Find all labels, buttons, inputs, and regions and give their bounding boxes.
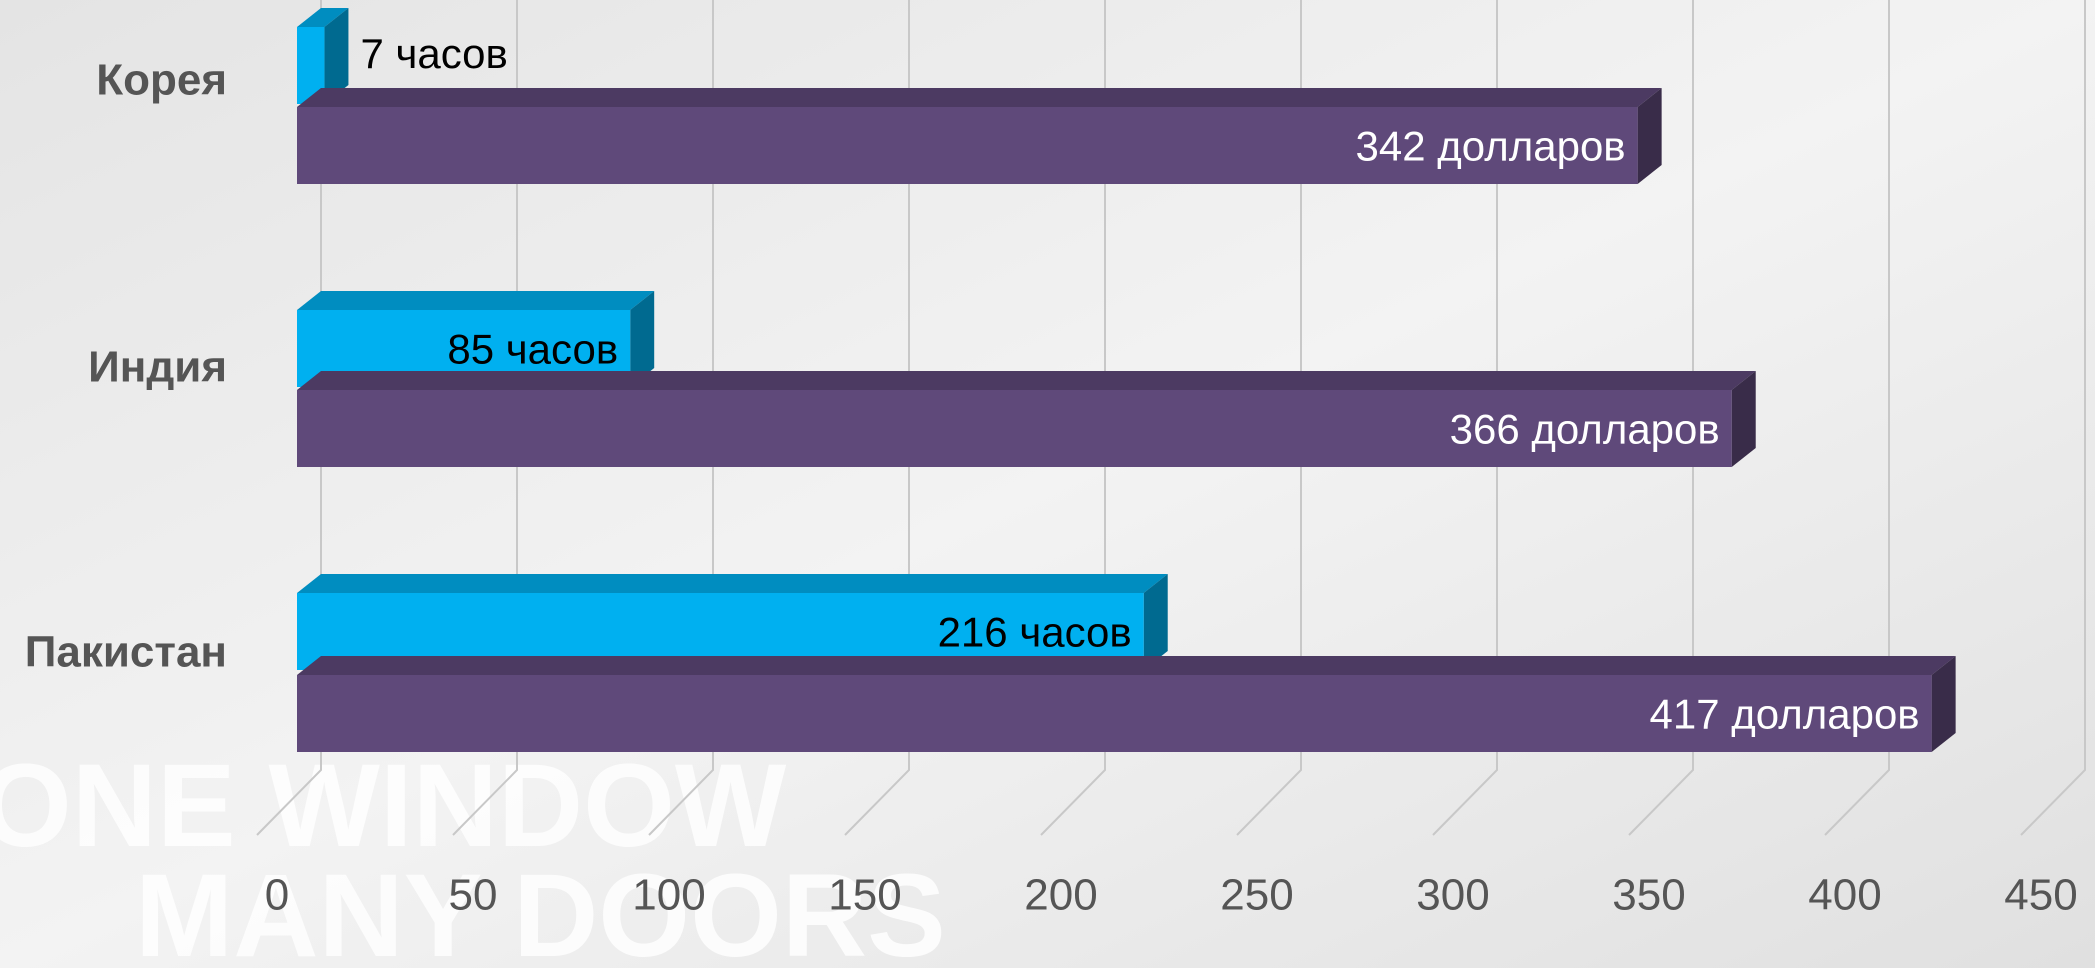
data-label: 366 долларов (1450, 406, 1720, 453)
grid-line (1628, 0, 1694, 836)
bar (297, 88, 1662, 184)
bar-top (297, 291, 655, 310)
category-label: Корея (96, 56, 227, 105)
bar-side (324, 8, 349, 104)
bar-top (297, 574, 1168, 593)
x-tick-label: 400 (1808, 871, 1881, 920)
x-tick-label: 0 (265, 871, 289, 920)
bar (297, 371, 1756, 467)
data-label: 7 часов (360, 30, 507, 77)
bar-side (630, 291, 655, 387)
grid-line (2020, 0, 2086, 836)
x-tick-label: 450 (2004, 871, 2077, 920)
data-label: 417 долларов (1650, 691, 1920, 738)
grid-line (452, 0, 518, 836)
bar (297, 8, 349, 104)
bar-front (297, 390, 1732, 467)
bar (297, 656, 1956, 752)
grid-line (844, 0, 910, 836)
x-tick-label: 250 (1220, 871, 1293, 920)
bar-side (1931, 656, 1956, 752)
x-tick-label: 150 (828, 871, 901, 920)
bar-top (297, 88, 1662, 107)
bar-side (1637, 88, 1662, 184)
grid-line (1824, 0, 1890, 836)
bar-top (297, 656, 1956, 675)
grid-line (256, 0, 322, 836)
x-tick-label: 100 (632, 871, 705, 920)
data-label: 342 долларов (1356, 123, 1626, 170)
watermark: ONE WINDOW (0, 740, 787, 872)
x-tick-label: 50 (449, 871, 498, 920)
x-tick-label: 350 (1612, 871, 1685, 920)
category-label: Пакистан (25, 628, 227, 677)
bar-front (297, 107, 1638, 184)
bar-front (297, 675, 1932, 752)
grid-line (648, 0, 714, 836)
bar-side (1143, 574, 1168, 670)
plot-area: 0 50 100 150 200 250 300 350 400 450 Корея 7 часов 3… (25, 0, 2086, 920)
watermark: MANY DOORS (135, 850, 946, 968)
bar-top (297, 371, 1756, 390)
grid-line (1040, 0, 1106, 836)
category-label: Индия (88, 343, 227, 392)
grid-line (1236, 0, 1302, 836)
grid-line (1432, 0, 1498, 836)
bar-side (1731, 371, 1756, 467)
x-tick-label: 200 (1024, 871, 1097, 920)
data-label: 216 часов (938, 609, 1132, 656)
bar-top (297, 8, 349, 27)
x-tick-label: 300 (1416, 871, 1489, 920)
data-label: 85 часов (447, 326, 618, 373)
